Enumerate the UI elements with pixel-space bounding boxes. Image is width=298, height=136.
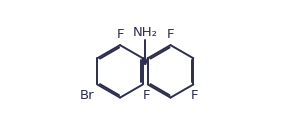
Text: F: F [143,89,150,102]
Text: Br: Br [79,89,94,102]
Text: F: F [167,28,174,41]
Text: F: F [191,89,198,102]
Text: F: F [116,28,124,41]
Text: NH₂: NH₂ [133,26,158,39]
